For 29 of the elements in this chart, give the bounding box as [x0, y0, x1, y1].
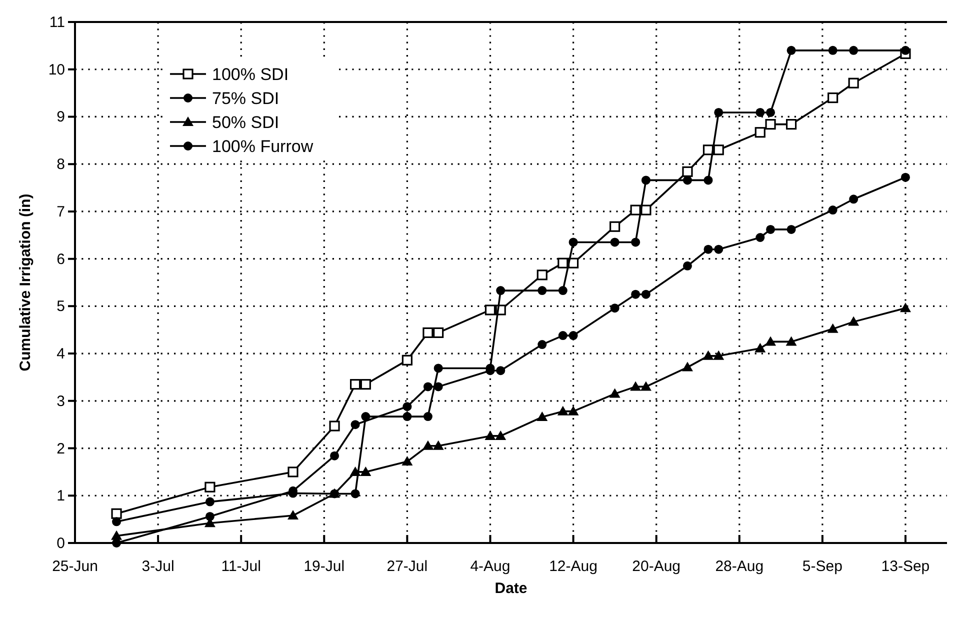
- y-tick-label: 11: [49, 14, 65, 31]
- x-tick-label: 19-Jul: [304, 558, 345, 575]
- y-tick-label: 1: [56, 488, 65, 505]
- x-tick-label: 4-Aug: [470, 558, 510, 575]
- x-tick-label: 12-Aug: [549, 558, 598, 575]
- x-tick-label: 28-Aug: [715, 558, 764, 575]
- y-tick-label: 0: [56, 535, 65, 552]
- y-axis-title: Cumulative Irrigation (in): [17, 194, 34, 372]
- legend-label: 50% SDI: [212, 113, 280, 132]
- legend-label: 75% SDI: [212, 89, 280, 108]
- x-tick-label: 3-Jul: [142, 558, 174, 575]
- y-tick-label: 6: [56, 250, 65, 268]
- y-tick-label: 9: [56, 108, 65, 126]
- x-tick-label: 11-Jul: [221, 558, 261, 575]
- y-tick-label: 3: [56, 392, 65, 410]
- y-tick-label: 4: [56, 346, 65, 363]
- x-tick-label: 13-Sep: [881, 558, 930, 575]
- x-tick-label: 25-Jun: [52, 558, 98, 575]
- y-tick-label: 2: [56, 440, 65, 458]
- x-tick-label: 20-Aug: [632, 558, 681, 575]
- x-axis-title: Date: [494, 580, 528, 597]
- y-tick-label: 5: [56, 298, 65, 316]
- x-tick-label: 27-Jul: [386, 558, 428, 575]
- legend-label: 100% SDI: [212, 65, 289, 84]
- y-tick-label: 8: [56, 156, 65, 174]
- y-tick-label: 10: [48, 61, 65, 78]
- legend-label: 100% Furrow: [212, 137, 314, 156]
- x-tick-label: 5-Sep: [802, 558, 842, 575]
- y-tick-label: 7: [56, 203, 65, 220]
